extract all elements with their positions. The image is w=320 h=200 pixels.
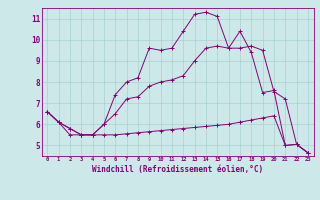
X-axis label: Windchill (Refroidissement éolien,°C): Windchill (Refroidissement éolien,°C) <box>92 165 263 174</box>
